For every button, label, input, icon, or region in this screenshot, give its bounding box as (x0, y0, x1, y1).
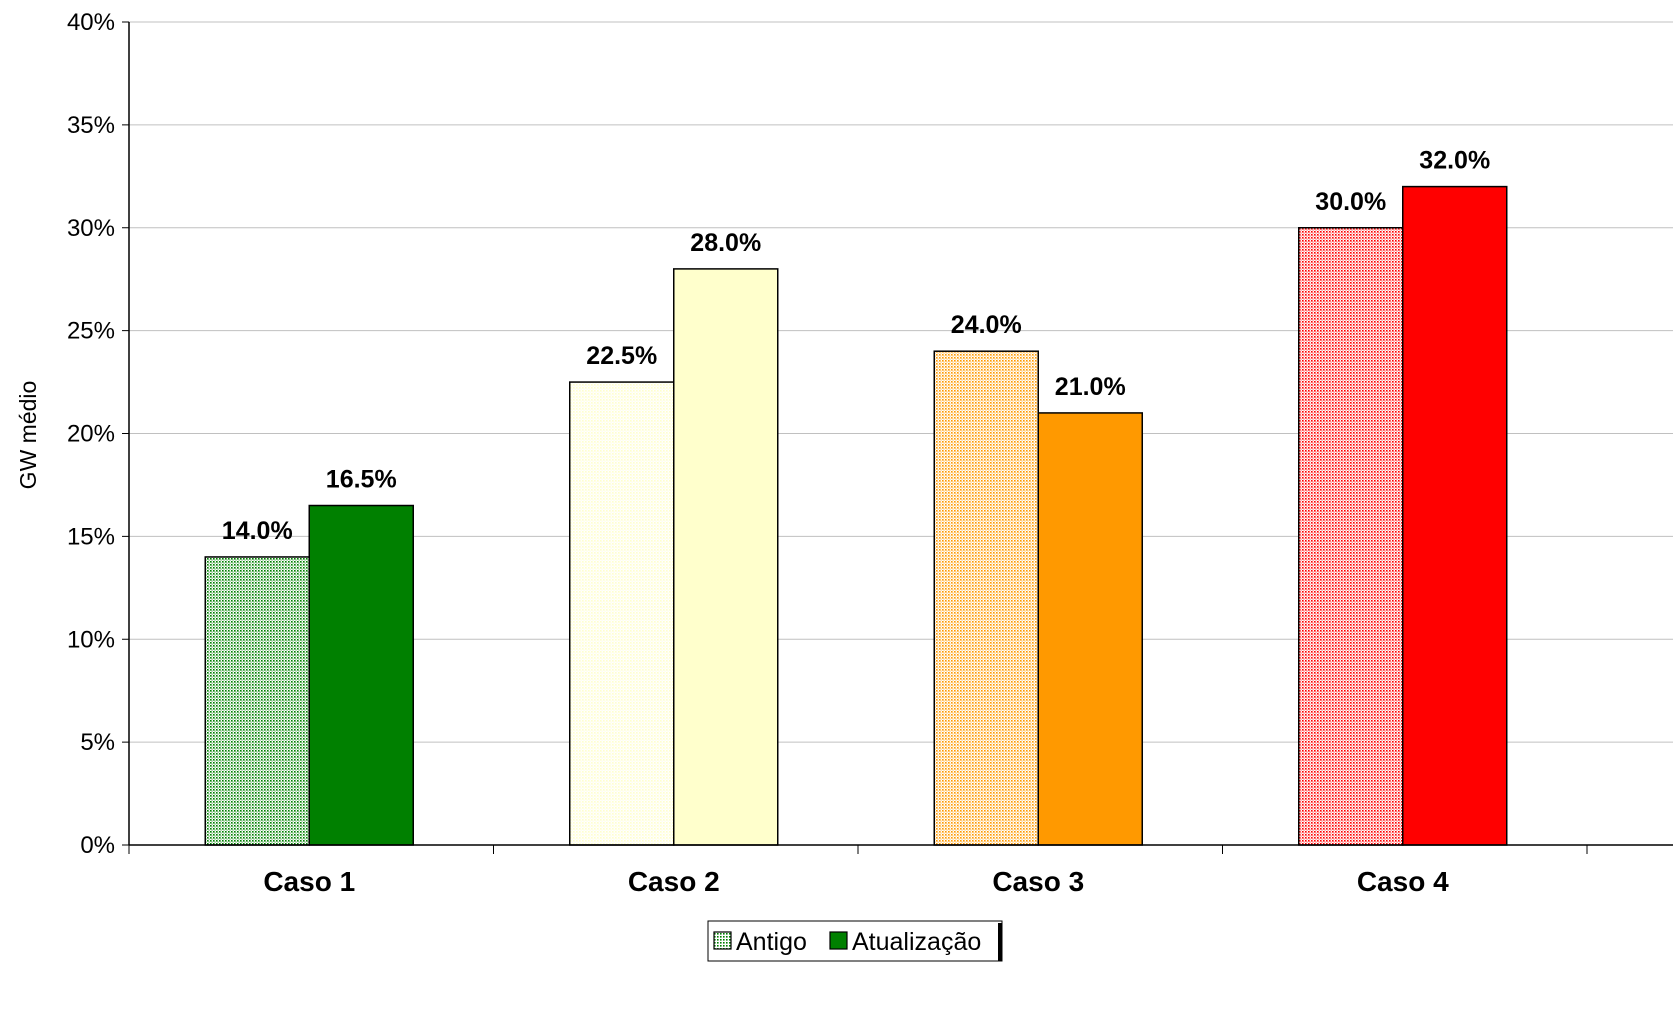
y-tick-label: 20% (67, 421, 115, 448)
data-label: 30.0% (1315, 188, 1386, 216)
y-tick-label: 15% (67, 523, 115, 550)
data-label: 21.0% (1055, 373, 1126, 401)
data-label: 22.5% (586, 342, 657, 370)
legend-box (707, 920, 1003, 962)
x-category-label: Caso 2 (628, 866, 720, 897)
bar-antigo-3 (933, 350, 1039, 846)
legend-swatch-atualizacao (829, 931, 848, 950)
data-label: 24.0% (951, 311, 1022, 339)
bars (204, 185, 1508, 846)
data-label: 28.0% (690, 229, 761, 257)
legend-label-atualizacao: Atualização (852, 928, 981, 956)
bar-atualizacao-1 (308, 504, 414, 846)
bar-antigo-1 (204, 556, 310, 846)
x-category-label: Caso 3 (992, 866, 1084, 897)
x-category-label: Caso 4 (1357, 866, 1449, 897)
data-label: 32.0% (1419, 147, 1490, 175)
bar-antigo-2 (569, 381, 675, 846)
y-tick-label: 40% (67, 9, 115, 36)
x-category-label: Caso 1 (263, 866, 355, 897)
y-tick-label: 30% (67, 215, 115, 242)
data-label: 14.0% (222, 517, 293, 545)
y-axis-ticks: 0% 5% 10% 15% 20% 25% 30% 35% 40% (67, 9, 129, 859)
legend: Antigo Atualização (707, 920, 1003, 962)
data-labels: 14.0% 16.5% 22.5% 28.0% 24.0% 21.0% 30.0% 32.0% (222, 147, 1490, 545)
legend-swatch-antigo (713, 931, 732, 950)
y-tick-label: 10% (67, 626, 115, 653)
bar-antigo-4 (1298, 227, 1404, 846)
legend-shadow (998, 923, 1002, 961)
y-tick-label: 0% (80, 832, 115, 859)
x-axis-categories: Caso 1 Caso 2 Caso 3 Caso 4 (263, 866, 1449, 897)
y-tick-label: 25% (67, 318, 115, 345)
legend-label-antigo: Antigo (736, 928, 807, 956)
bar-atualizacao-4 (1402, 185, 1508, 846)
bar-atualizacao-3 (1037, 412, 1143, 846)
axes (128, 22, 1673, 854)
bar-atualizacao-2 (673, 268, 779, 846)
y-tick-label: 35% (67, 112, 115, 139)
y-axis-label: GW médio (15, 381, 41, 490)
data-label: 16.5% (326, 466, 397, 494)
y-tick-label: 5% (80, 729, 115, 756)
